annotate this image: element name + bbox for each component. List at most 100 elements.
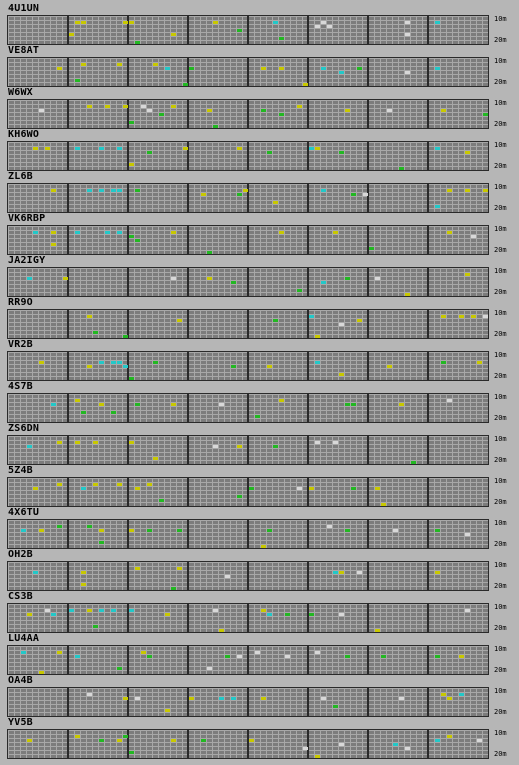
signal-cell — [171, 403, 176, 406]
hour-divider — [307, 352, 309, 380]
signal-cell — [45, 609, 50, 612]
band-label-bottom: 20m — [494, 666, 507, 674]
signal-cell — [447, 697, 452, 700]
hour-divider — [367, 268, 369, 296]
signal-cell — [81, 571, 86, 574]
signal-cell — [225, 655, 230, 658]
signal-cell — [165, 67, 170, 70]
signal-cell — [315, 25, 320, 28]
hour-divider — [427, 142, 429, 170]
hour-divider — [307, 688, 309, 716]
signal-cell — [165, 709, 170, 712]
signal-cell — [303, 747, 308, 750]
hour-divider — [247, 226, 249, 254]
signal-cell — [435, 67, 440, 70]
hour-divider — [67, 562, 69, 590]
signal-cell — [471, 235, 476, 238]
hour-divider — [247, 100, 249, 128]
beacon-grid — [7, 141, 489, 171]
hour-divider — [187, 436, 189, 464]
signal-cell — [99, 189, 104, 192]
hour-divider — [67, 310, 69, 338]
beacon-grid — [7, 57, 489, 87]
hour-divider — [127, 520, 129, 548]
signal-cell — [75, 735, 80, 738]
signal-cell — [435, 21, 440, 24]
band-label-bottom: 20m — [494, 582, 507, 590]
signal-cell — [387, 109, 392, 112]
signal-cell — [339, 613, 344, 616]
station-callsign: JA2IGY — [8, 255, 46, 266]
beacon-grid — [7, 477, 489, 507]
station-row: KH6WO 10m 20m — [0, 126, 519, 171]
signal-cell — [459, 315, 464, 318]
signal-cell — [261, 545, 266, 548]
hour-divider — [367, 352, 369, 380]
hour-divider — [307, 142, 309, 170]
signal-cell — [105, 231, 110, 234]
signal-cell — [465, 609, 470, 612]
signal-cell — [267, 529, 272, 532]
signal-cell — [321, 697, 326, 700]
signal-cell — [435, 147, 440, 150]
signal-cell — [483, 189, 488, 192]
hour-divider — [307, 478, 309, 506]
signal-cell — [21, 651, 26, 654]
signal-cell — [309, 613, 314, 616]
band-label-bottom: 20m — [494, 204, 507, 212]
signal-cell — [135, 567, 140, 570]
hour-divider — [247, 520, 249, 548]
signal-cell — [315, 441, 320, 444]
signal-cell — [357, 571, 362, 574]
signal-cell — [171, 587, 176, 590]
signal-cell — [27, 277, 32, 280]
signal-cell — [351, 193, 356, 196]
signal-cell — [33, 487, 38, 490]
signal-cell — [381, 503, 386, 506]
signal-cell — [327, 525, 332, 528]
hour-divider — [67, 142, 69, 170]
hour-divider — [307, 562, 309, 590]
signal-cell — [213, 125, 218, 128]
signal-cell — [351, 403, 356, 406]
signal-cell — [51, 189, 56, 192]
band-label-bottom: 20m — [494, 120, 507, 128]
signal-cell — [51, 613, 56, 616]
hour-divider — [367, 520, 369, 548]
band-label-top: 10m — [494, 561, 507, 569]
station-row: CS3B 10m 20m — [0, 588, 519, 633]
hour-divider — [127, 562, 129, 590]
hour-divider — [127, 646, 129, 674]
signal-cell — [57, 441, 62, 444]
signal-cell — [399, 403, 404, 406]
signal-cell — [237, 193, 242, 196]
signal-cell — [171, 277, 176, 280]
hour-divider — [187, 478, 189, 506]
band-label-top: 10m — [494, 99, 507, 107]
hour-divider — [307, 520, 309, 548]
signal-cell — [123, 335, 128, 338]
signal-cell — [315, 335, 320, 338]
band-label-top: 10m — [494, 435, 507, 443]
signal-cell — [339, 71, 344, 74]
hour-divider — [427, 394, 429, 422]
signal-cell — [333, 441, 338, 444]
signal-cell — [117, 483, 122, 486]
signal-cell — [231, 697, 236, 700]
signal-cell — [57, 525, 62, 528]
station-callsign: ZL6B — [8, 171, 33, 182]
band-label-bottom: 20m — [494, 78, 507, 86]
signal-cell — [87, 315, 92, 318]
signal-cell — [27, 739, 32, 742]
signal-cell — [213, 609, 218, 612]
signal-cell — [333, 571, 338, 574]
signal-cell — [129, 751, 134, 754]
signal-cell — [177, 319, 182, 322]
beacon-grid — [7, 15, 489, 45]
station-row: 4U1UN 10m 20m — [0, 0, 519, 45]
signal-cell — [273, 21, 278, 24]
band-label-top: 10m — [494, 225, 507, 233]
band-label-top: 10m — [494, 309, 507, 317]
signal-cell — [321, 189, 326, 192]
beacon-grid — [7, 435, 489, 465]
